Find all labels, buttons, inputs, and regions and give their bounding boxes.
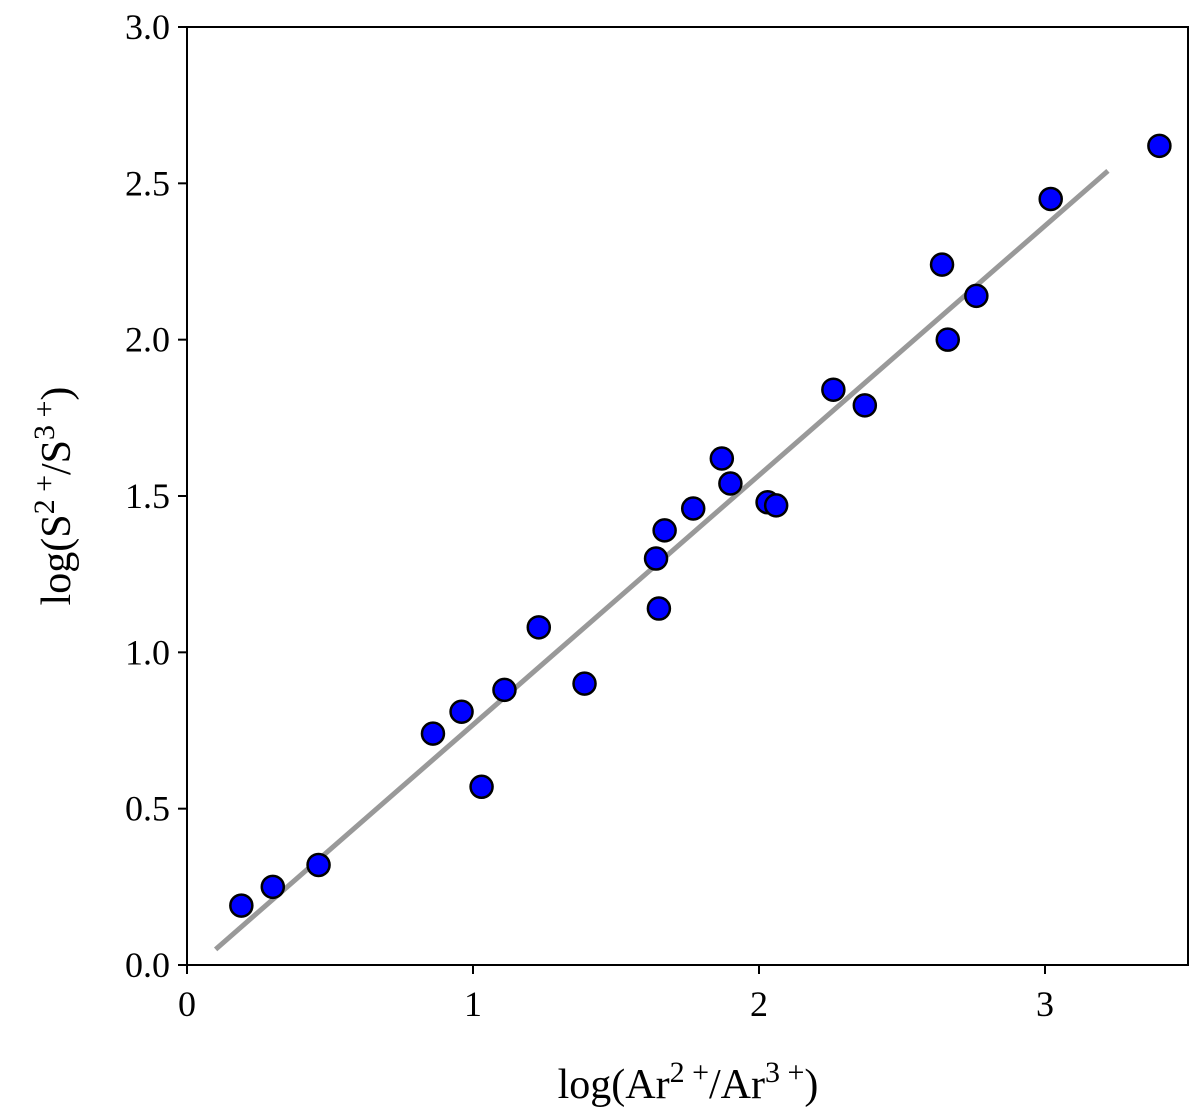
data-point [469,774,494,800]
data-point [643,546,669,571]
x-tick-label: 3 [1036,984,1054,1024]
data-point [306,852,331,878]
y-tick-label: 0.5 [125,789,170,829]
y-axis-label: log(S2 +/S3 +) [28,387,81,606]
x-tick-label: 1 [464,984,482,1024]
data-point [680,496,706,521]
data-point [526,615,552,640]
data-point [821,377,846,402]
y-tick-label: 1.0 [125,632,170,672]
data-point [1038,186,1063,212]
data-point [964,283,989,309]
y-tick-label: 2.5 [125,163,170,203]
data-point [420,721,446,746]
data-point [935,327,961,352]
y-tick-label: 3.0 [125,7,170,47]
data-point [449,699,474,724]
data-point [646,596,672,621]
data-point [763,493,789,518]
data-point [852,393,878,418]
x-tick-label: 0 [178,984,196,1024]
data-point [260,874,286,900]
data-point [652,518,677,543]
y-tick-label: 2.0 [125,320,170,360]
data-point [1147,133,1172,159]
data-point [229,893,254,918]
data-point [572,671,597,696]
y-tick-label: 0.0 [125,945,170,985]
data-point [492,677,517,703]
plot-layer [213,133,1172,952]
plot-frame [186,26,1189,966]
data-point [718,471,743,496]
data-point [929,252,955,277]
x-axis-label: log(Ar2 +/Ar3 +) [558,1056,819,1109]
y-tick-label: 1.5 [125,476,170,516]
x-tick-label: 2 [750,984,768,1024]
axes-layer: 0 1 2 3 0.0 0.5 1.0 1.5 2.0 2.5 3.0 [125,7,1054,1024]
data-point [709,446,735,471]
